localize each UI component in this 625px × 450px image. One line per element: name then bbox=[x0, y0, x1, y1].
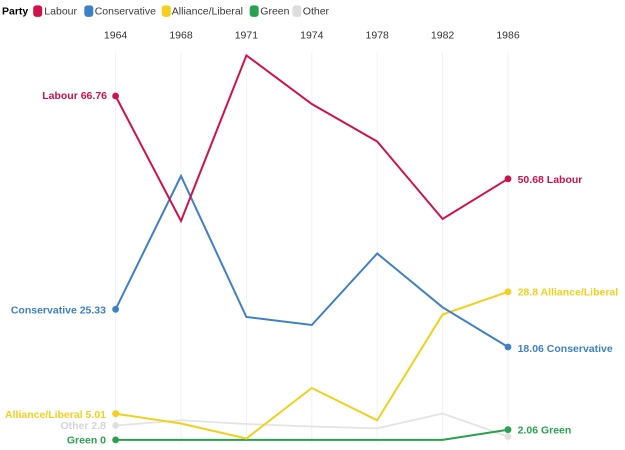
svg-text:1978: 1978 bbox=[366, 30, 390, 42]
svg-text:Other: Other bbox=[303, 6, 330, 18]
svg-text:Conservative: Conservative bbox=[95, 6, 156, 18]
svg-text:2.06 Green: 2.06 Green bbox=[518, 425, 572, 437]
svg-text:1968: 1968 bbox=[169, 30, 193, 42]
svg-text:1982: 1982 bbox=[431, 30, 455, 42]
svg-text:Green 0: Green 0 bbox=[67, 434, 106, 446]
svg-text:50.68 Labour: 50.68 Labour bbox=[518, 174, 583, 186]
svg-text:1986: 1986 bbox=[496, 30, 520, 42]
svg-text:1974: 1974 bbox=[300, 30, 324, 42]
svg-text:Alliance/Liberal: Alliance/Liberal bbox=[172, 6, 243, 18]
svg-text:Other 2.8: Other 2.8 bbox=[60, 420, 106, 432]
svg-text:Alliance/Liberal 5.01: Alliance/Liberal 5.01 bbox=[5, 409, 106, 421]
svg-text:18.06 Conservative: 18.06 Conservative bbox=[518, 343, 613, 355]
svg-text:28.8 Alliance/Liberal: 28.8 Alliance/Liberal bbox=[518, 286, 619, 298]
svg-text:Conservative 25.33: Conservative 25.33 bbox=[11, 305, 106, 317]
svg-text:Green: Green bbox=[260, 6, 289, 18]
svg-text:Party: Party bbox=[2, 6, 28, 18]
svg-text:1964: 1964 bbox=[104, 30, 128, 42]
svg-text:1971: 1971 bbox=[235, 30, 259, 42]
svg-text:Labour: Labour bbox=[44, 6, 77, 18]
svg-text:Labour 66.76: Labour 66.76 bbox=[42, 90, 107, 102]
